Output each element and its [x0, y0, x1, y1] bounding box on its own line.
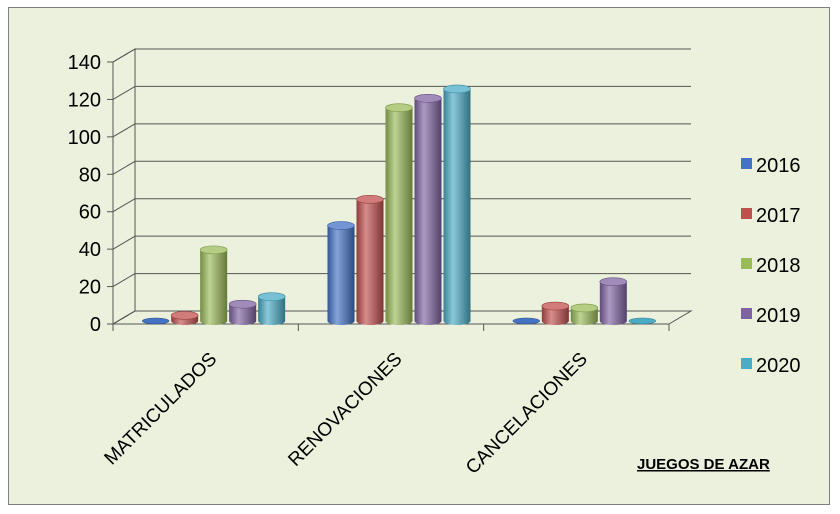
bar-renovaciones-2016: [327, 221, 355, 325]
legend-label: 2018: [756, 255, 801, 277]
legend-label: 2017: [756, 205, 801, 227]
legend-swatch: [741, 258, 752, 269]
chart-annotation: JUEGOS DE AZAR: [637, 456, 770, 473]
legend-swatch: [741, 308, 752, 319]
bar-cancelaciones-2019: [599, 277, 628, 325]
bar-renovaciones-2019: [414, 94, 442, 325]
legend-label: 2016: [756, 155, 801, 177]
bar-matriculados-2016: [141, 317, 170, 325]
bar-matriculados-2020: [257, 292, 286, 325]
bar-matriculados-2019: [228, 299, 257, 325]
legend-swatch: [741, 208, 752, 219]
bar-matriculados-2017: [170, 311, 199, 325]
bar-renovaciones-2017: [356, 195, 384, 325]
x-category-label-renovaciones: RENOVACIONES: [284, 349, 406, 471]
legend: 2016 2017 2018 2019 2020: [741, 155, 801, 377]
legend-swatch: [741, 358, 752, 369]
legend-item-2016: 2016: [741, 155, 801, 177]
gridline-diagonal: [112, 85, 136, 100]
gridline-diagonal: [112, 273, 136, 288]
x-axis-labels: MATRICULADOS RENOVACIONES CANCELACIONES: [101, 349, 592, 479]
bar-cancelaciones-2018: [570, 303, 599, 325]
bar-matriculados-2018: [199, 245, 228, 325]
gridline-diagonal: [112, 160, 136, 175]
x-category-label-cancelaciones: CANCELACIONES: [462, 349, 592, 479]
gridlines: [112, 48, 691, 325]
bar-chart: 0 20 40 60 80 100 120 140 MATRICULADOS RENOVACIO…: [68, 48, 801, 479]
gridline-diagonal: [112, 123, 136, 138]
y-tick-label: 40: [79, 239, 101, 261]
x-category-label-matriculados: MATRICULADOS: [101, 349, 222, 470]
y-axis-ticks: 0 20 40 60 80 100 120 140: [68, 52, 113, 336]
y-tick-label: 80: [79, 164, 101, 186]
gridline-diagonal: [112, 48, 136, 63]
y-tick-label: 60: [79, 202, 101, 224]
gridline-diagonal: [112, 310, 136, 325]
bar-cancelaciones-2016: [512, 317, 541, 325]
chart-area: 0 20 40 60 80 100 120 140 MATRICULADOS RENOVACIO…: [8, 7, 830, 505]
y-tick-label: 100: [68, 127, 101, 149]
legend-label: 2019: [756, 305, 801, 327]
bar-renovaciones-2018: [385, 103, 413, 326]
bars: [141, 84, 657, 326]
legend-item-2019: 2019: [741, 305, 801, 327]
bar-cancelaciones-2020: [628, 317, 657, 325]
legend-item-2020: 2020: [741, 355, 801, 377]
legend-label: 2020: [756, 355, 801, 377]
bar-cancelaciones-2017: [541, 301, 570, 325]
legend-item-2017: 2017: [741, 205, 801, 227]
y-tick-label: 20: [79, 277, 101, 299]
y-tick-label: 120: [68, 89, 101, 111]
y-tick-label: 0: [90, 314, 101, 336]
y-tick-label: 140: [68, 52, 101, 74]
gridline-diagonal: [112, 235, 136, 250]
gridline-diagonal: [112, 198, 136, 213]
legend-item-2018: 2018: [741, 255, 801, 277]
left-wall: [112, 48, 136, 325]
legend-swatch: [741, 158, 752, 169]
bar-renovaciones-2020: [443, 84, 471, 325]
